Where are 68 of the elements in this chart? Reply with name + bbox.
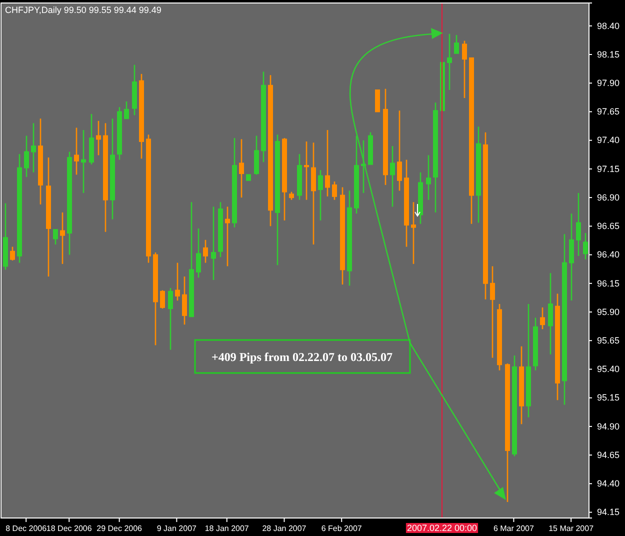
candlestick bbox=[569, 212, 574, 302]
candlestick bbox=[239, 138, 244, 198]
x-tick-label: 9 Jan 2007 bbox=[156, 524, 198, 533]
y-tick-label: 97.15 bbox=[597, 164, 620, 174]
candlestick bbox=[60, 212, 65, 265]
x-tick-label: 6 Feb 2007 bbox=[321, 524, 362, 533]
y-tick-label: 94.40 bbox=[597, 478, 620, 489]
annotation: +409 Pips from 02.22.07 to 03.05.07 bbox=[212, 350, 392, 364]
candlestick bbox=[175, 262, 180, 302]
candlestick bbox=[182, 276, 187, 326]
y-tick-label: 95.90 bbox=[597, 306, 620, 317]
y-tick-label: 96.15 bbox=[597, 278, 620, 288]
candlestick bbox=[160, 290, 165, 310]
candlestick bbox=[454, 34, 459, 54]
candlestick bbox=[254, 135, 259, 176]
candlestick bbox=[24, 135, 29, 178]
y-tick-label: 96.40 bbox=[597, 250, 620, 260]
y-tick-label: 94.65 bbox=[597, 450, 620, 460]
candlestick bbox=[31, 122, 36, 174]
candlestick bbox=[576, 192, 581, 257]
x-tick-label: 18 Dec 2006 bbox=[46, 524, 92, 533]
candlestick bbox=[203, 239, 208, 264]
x-tick-label: 2007.02.22 00:00 bbox=[406, 523, 478, 533]
y-tick-label: 98.40 bbox=[597, 20, 620, 31]
y-tick-label: 97.40 bbox=[597, 135, 620, 146]
y-tick-label: 98.15 bbox=[597, 49, 620, 60]
candlestick bbox=[311, 142, 316, 246]
candlestick bbox=[332, 180, 337, 200]
candlestick bbox=[540, 306, 545, 330]
candlestick bbox=[490, 266, 495, 358]
candlestick bbox=[447, 33, 452, 91]
x-tick-label: 15 Mar 2007 bbox=[548, 524, 594, 533]
candlestick bbox=[81, 129, 86, 194]
candlestick bbox=[168, 287, 173, 350]
y-tick-label: 95.65 bbox=[597, 335, 620, 346]
candlestick bbox=[397, 110, 402, 192]
candlestick bbox=[211, 206, 216, 281]
x-tick-label: 28 Jan 2007 bbox=[262, 524, 307, 533]
y-tick-label: 95.40 bbox=[597, 364, 620, 374]
candlestick bbox=[390, 145, 395, 208]
x-tick-label: 8 Dec 2006 bbox=[6, 524, 48, 533]
y-tick-label: 94.15 bbox=[597, 507, 620, 518]
y-tick-label: 97.65 bbox=[597, 106, 620, 117]
candlestick bbox=[304, 140, 309, 200]
candlestick bbox=[462, 40, 467, 99]
candlestick bbox=[96, 120, 101, 156]
y-tick-label: 95.15 bbox=[597, 392, 620, 403]
x-tick-label: 6 Mar 2007 bbox=[493, 524, 534, 533]
y-tick-label: 96.65 bbox=[597, 221, 620, 232]
candlestick bbox=[196, 228, 201, 278]
candlestick bbox=[583, 232, 588, 260]
candlestick bbox=[124, 100, 129, 120]
x-tick-label: 18 Jan 2007 bbox=[204, 524, 250, 533]
x-tick-label: 29 Dec 2006 bbox=[96, 524, 143, 533]
chart-title: CHFJPY,Daily 99.50 99.55 99.44 99.49 bbox=[5, 5, 162, 15]
candlestick bbox=[53, 228, 58, 246]
candlestick bbox=[225, 206, 230, 267]
candlestick bbox=[548, 272, 553, 355]
y-tick-label: 97.90 bbox=[597, 78, 620, 88]
candlestick bbox=[318, 169, 323, 222]
candlestick bbox=[325, 129, 330, 198]
candlestick bbox=[10, 246, 15, 262]
candlestick bbox=[375, 89, 380, 112]
candlestick bbox=[74, 127, 79, 176]
y-tick-label: 94.90 bbox=[597, 421, 620, 432]
candlestick bbox=[426, 154, 431, 200]
candlestick bbox=[411, 201, 416, 265]
y-tick-label: 96.90 bbox=[597, 192, 620, 202]
